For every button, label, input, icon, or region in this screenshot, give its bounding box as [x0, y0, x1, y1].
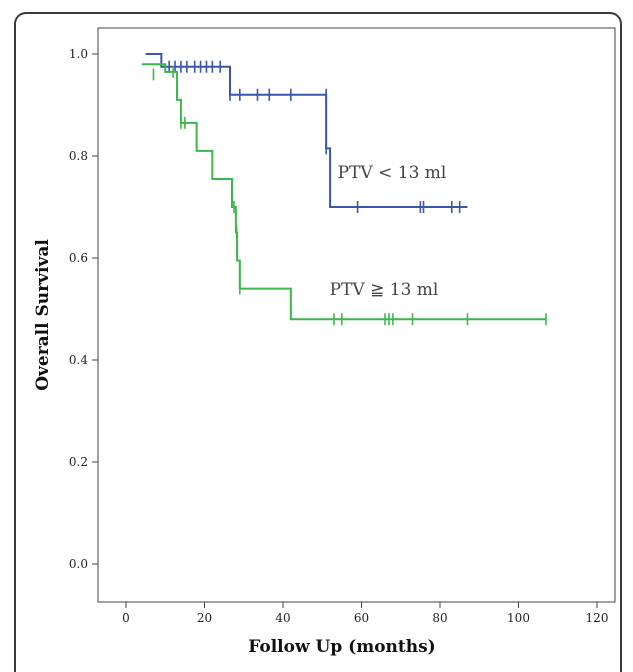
x-tick-label: 20	[197, 611, 212, 625]
x-tick-label: 60	[354, 611, 369, 625]
x-tick-label: 100	[507, 611, 530, 625]
y-tick-label: 0.0	[69, 557, 88, 571]
series-label-green: PTV ≧ 13 ml	[330, 280, 439, 300]
y-axis-title: Overall Survival	[33, 239, 53, 391]
x-tick-label: 120	[586, 611, 609, 625]
y-tick-label: 0.6	[69, 251, 88, 265]
x-tick-label: 0	[122, 611, 130, 625]
y-tick-label: 0.4	[69, 353, 88, 367]
y-tick-label: 0.2	[69, 455, 88, 469]
x-tick-label: 80	[432, 611, 447, 625]
x-axis: 0 20 40 60 80 100 120	[122, 602, 608, 625]
figure-frame	[14, 12, 622, 672]
survival-curve-1	[141, 63, 546, 321]
y-tick-label: 1.0	[69, 47, 88, 61]
series-label-blue: PTV < 13 ml	[338, 163, 447, 183]
series-layer	[141, 53, 547, 326]
x-tick-label: 40	[275, 611, 290, 625]
plot-frame	[97, 27, 616, 603]
y-tick-label: 0.8	[69, 149, 88, 163]
x-axis-title: Follow Up (months)	[248, 637, 435, 657]
y-axis: 0.0 0.2 0.4 0.6 0.8 1.0	[69, 47, 98, 571]
survival-curve-0	[145, 53, 468, 208]
